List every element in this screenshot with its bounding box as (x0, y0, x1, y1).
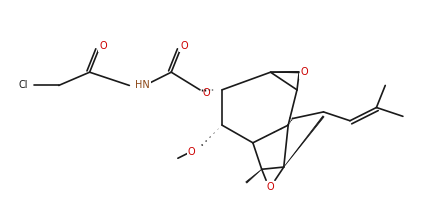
Polygon shape (284, 116, 324, 167)
Text: Cl: Cl (19, 80, 28, 91)
Text: O: O (301, 67, 308, 77)
Text: O: O (202, 88, 210, 98)
Polygon shape (246, 169, 262, 183)
Polygon shape (270, 71, 299, 73)
Text: O: O (99, 41, 107, 51)
Text: O: O (188, 147, 195, 157)
Text: O: O (181, 41, 188, 51)
Text: HN: HN (135, 80, 149, 91)
Text: O: O (267, 182, 274, 192)
